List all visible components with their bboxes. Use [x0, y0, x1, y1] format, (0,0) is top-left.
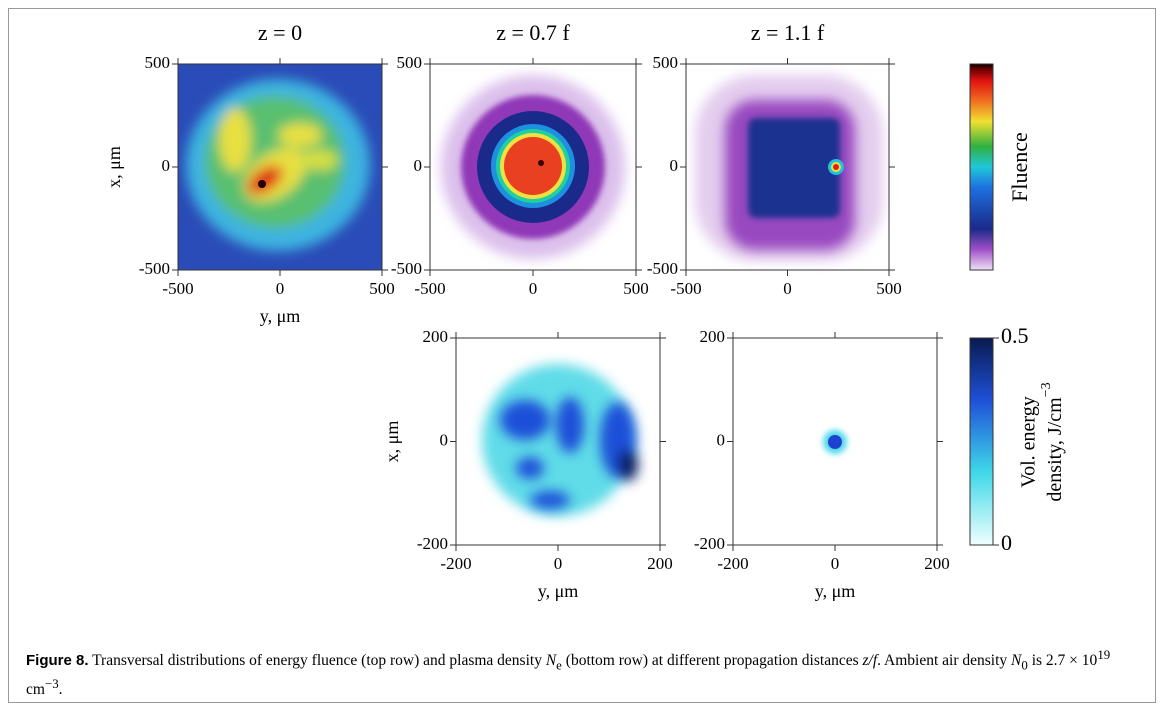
colorbar-frame — [969, 337, 994, 546]
x-axis-label: y, μm — [815, 581, 855, 601]
caption-text: is 2.7 × 10 — [1027, 652, 1098, 670]
y-tick-label: 0 — [440, 430, 449, 449]
x-tick-label: -500 — [670, 279, 701, 298]
x-tick-label: 200 — [924, 554, 950, 573]
y-tick-label: 500 — [397, 53, 423, 72]
y-tick-label: -500 — [139, 259, 170, 278]
y-axis-label: x, μm — [382, 421, 402, 463]
heatmap-image — [482, 364, 638, 516]
caption: Figure 8. Transversal distributions of e… — [26, 645, 1136, 699]
x-tick-label: 0 — [554, 554, 563, 573]
colorbar-label: density, J/cm — [1044, 397, 1066, 502]
x-tick-label: 0 — [783, 279, 792, 298]
y-tick-label: 0 — [162, 156, 171, 175]
caption-text: 19 — [1097, 647, 1111, 662]
y-tick-label: 200 — [700, 327, 726, 346]
y-tick-label: -200 — [694, 534, 725, 553]
y-tick-label: -500 — [391, 259, 422, 278]
heatmap-image — [695, 75, 883, 261]
x-axis-label: y, μm — [538, 581, 578, 601]
caption-text: N — [1011, 652, 1022, 670]
caption-label: Figure 8. — [26, 652, 89, 670]
caption-text: . — [58, 681, 63, 699]
x-tick-label: 0 — [529, 279, 538, 298]
caption-text: z/f — [862, 652, 878, 670]
x-tick-label: 500 — [623, 279, 649, 298]
x-tick-label: -500 — [414, 279, 445, 298]
colorbar-label: Fluence — [1007, 132, 1032, 202]
figure: Fluence Vol. energy density, J/cm−3 -500… — [104, 20, 1065, 601]
panel-title: z = 0 — [258, 20, 302, 45]
colorbar-tick-label: 0 — [1001, 530, 1012, 555]
y-tick-label: -200 — [417, 534, 448, 553]
caption-text: . Ambient air density — [877, 652, 1012, 670]
heatmap-image — [823, 430, 847, 454]
colorbar-label-sup: −3 — [1039, 382, 1054, 397]
caption-text: cm — [26, 681, 45, 699]
y-tick-label: 0 — [717, 430, 726, 449]
y-tick-label: 500 — [653, 53, 679, 72]
panel-title: z = 1.1 f — [751, 20, 825, 45]
x-tick-label: 200 — [647, 554, 673, 573]
y-tick-label: 0 — [414, 156, 423, 175]
colorbar-label: density, J/cm−3 — [1039, 382, 1065, 501]
y-tick-label: 500 — [145, 53, 171, 72]
caption-text: Transversal distributions of energy flue… — [88, 652, 546, 670]
colorbar — [970, 64, 993, 270]
figure-frame — [8, 8, 1156, 703]
y-axis-label: x, μm — [104, 146, 124, 188]
x-tick-label: 500 — [369, 279, 395, 298]
heatmap-image — [441, 75, 625, 259]
colorbar — [970, 338, 993, 545]
x-tick-label: 0 — [831, 554, 840, 573]
caption-text: −3 — [44, 676, 59, 692]
heatmap-image — [178, 64, 382, 270]
x-tick-label: 500 — [876, 279, 902, 298]
x-tick-label: -200 — [440, 554, 471, 573]
caption-text: 0 — [1021, 657, 1028, 673]
x-tick-label: -200 — [717, 554, 748, 573]
x-tick-label: -500 — [162, 279, 193, 298]
caption-text: (bottom row) at different propagation di… — [561, 652, 863, 670]
colorbar-tick-label: 0.5 — [1001, 323, 1029, 348]
y-tick-label: -500 — [647, 259, 678, 278]
y-tick-label: 0 — [670, 156, 679, 175]
colorbar-frame — [969, 63, 994, 271]
colorbar-label: Vol. energy — [1018, 396, 1040, 487]
caption-text: N — [545, 652, 557, 670]
x-axis-label: y, μm — [260, 306, 300, 326]
y-tick-label: 200 — [423, 327, 449, 346]
x-tick-label: 0 — [276, 279, 285, 298]
panel-title: z = 0.7 f — [496, 20, 570, 45]
caption-text: e — [556, 657, 562, 673]
